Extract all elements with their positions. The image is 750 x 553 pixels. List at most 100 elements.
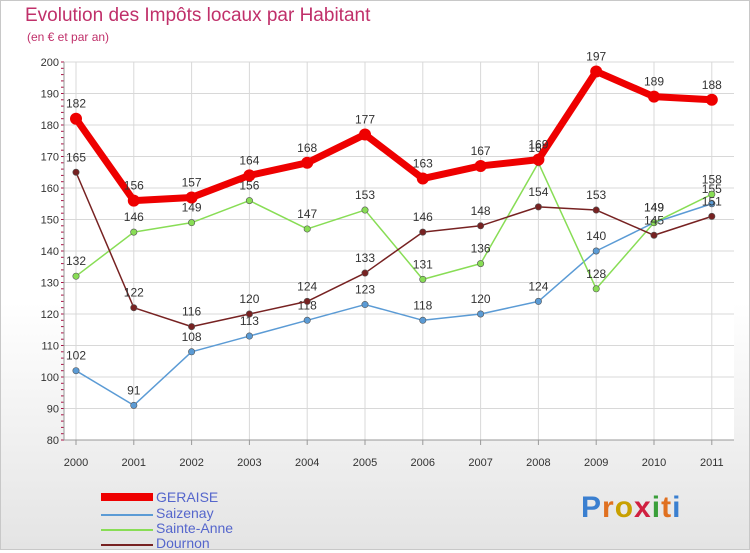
data-point-saizenay bbox=[130, 401, 138, 409]
data-point-sainte-anne bbox=[72, 272, 80, 280]
y-tick-label: 200 bbox=[41, 57, 59, 69]
logo-letter: o bbox=[614, 491, 635, 524]
data-label-saizenay: 91 bbox=[127, 383, 141, 397]
data-point-sainte-anne bbox=[245, 197, 253, 205]
data-label-geraise: 164 bbox=[239, 153, 259, 167]
data-point-dournon bbox=[130, 304, 138, 312]
data-point-dournon bbox=[303, 297, 311, 305]
data-label-sainte-anne: 149 bbox=[182, 201, 202, 215]
y-tick-label: 80 bbox=[47, 435, 59, 447]
data-label-dournon: 165 bbox=[66, 150, 86, 164]
y-tick-label: 190 bbox=[41, 89, 59, 101]
data-point-saizenay bbox=[592, 247, 600, 255]
x-tick-label: 2003 bbox=[237, 457, 261, 469]
data-point-saizenay bbox=[303, 316, 311, 324]
data-point-geraise bbox=[648, 90, 660, 103]
y-tick-label: 170 bbox=[41, 152, 59, 164]
data-label-saizenay: 155 bbox=[702, 182, 722, 196]
data-point-dournon bbox=[534, 203, 542, 211]
x-tick-label: 2009 bbox=[584, 457, 608, 469]
y-tick-label: 100 bbox=[41, 372, 59, 384]
data-label-dournon: 122 bbox=[124, 286, 144, 300]
data-label-saizenay: 113 bbox=[240, 314, 259, 328]
data-label-saizenay: 124 bbox=[528, 279, 548, 293]
chart-subtitle: (en € et par an) bbox=[27, 30, 110, 44]
x-tick-label: 2004 bbox=[295, 457, 319, 469]
y-tick-label: 130 bbox=[41, 278, 59, 290]
data-label-sainte-anne: 146 bbox=[124, 210, 144, 224]
data-label-geraise: 167 bbox=[471, 144, 491, 158]
data-label-dournon: 151 bbox=[702, 194, 722, 208]
x-tick-label: 2008 bbox=[526, 457, 550, 469]
legend-swatch bbox=[101, 529, 153, 531]
data-label-sainte-anne: 158 bbox=[702, 172, 722, 186]
data-label-dournon: 116 bbox=[182, 305, 201, 319]
y-tick-label: 110 bbox=[41, 341, 59, 353]
legend-label: Dournon bbox=[156, 535, 210, 551]
data-label-saizenay: 123 bbox=[355, 283, 375, 297]
data-label-geraise: 189 bbox=[644, 75, 664, 89]
legend-label: Saizenay bbox=[156, 505, 214, 521]
data-point-dournon bbox=[419, 228, 427, 236]
series-line-geraise bbox=[72, 67, 716, 205]
data-label-geraise: 156 bbox=[124, 179, 144, 193]
data-point-dournon bbox=[72, 168, 80, 176]
data-label-dournon: 145 bbox=[644, 213, 664, 227]
data-label-geraise: 188 bbox=[702, 78, 722, 92]
data-point-dournon bbox=[592, 206, 600, 214]
data-point-sainte-anne bbox=[650, 219, 658, 227]
logo-letter: x bbox=[634, 491, 652, 524]
data-point-sainte-anne bbox=[188, 219, 196, 227]
data-label-dournon: 153 bbox=[586, 188, 606, 202]
y-tick-label: 180 bbox=[41, 120, 59, 132]
logo-letter: i bbox=[651, 491, 662, 524]
data-point-dournon bbox=[361, 269, 369, 277]
data-label-sainte-anne: 132 bbox=[66, 254, 86, 268]
data-point-saizenay bbox=[188, 348, 196, 356]
data-point-dournon bbox=[188, 323, 196, 331]
data-point-saizenay bbox=[419, 316, 427, 324]
data-point-saizenay bbox=[245, 332, 253, 340]
data-point-geraise bbox=[127, 194, 140, 207]
data-point-sainte-anne bbox=[361, 206, 369, 214]
data-label-dournon: 154 bbox=[528, 185, 548, 199]
y-tick-label: 150 bbox=[41, 215, 59, 227]
series-line-dournon bbox=[75, 171, 713, 328]
legend-label: Sainte-Anne bbox=[156, 520, 234, 536]
data-point-geraise bbox=[532, 153, 545, 166]
y-tick-label: 90 bbox=[47, 404, 59, 416]
logo-letter: i bbox=[672, 491, 682, 524]
data-point-geraise bbox=[243, 169, 256, 182]
series-line-sainte-anne bbox=[75, 162, 713, 290]
data-label-saizenay: 120 bbox=[471, 292, 491, 306]
x-tick-label: 2006 bbox=[411, 457, 435, 469]
y-tick-label: 120 bbox=[41, 309, 59, 321]
data-label-geraise: 182 bbox=[66, 97, 86, 111]
data-label-saizenay: 149 bbox=[644, 201, 664, 215]
data-point-sainte-anne bbox=[303, 225, 311, 233]
data-point-saizenay bbox=[72, 367, 80, 375]
data-point-geraise bbox=[416, 172, 429, 185]
chart-title: Evolution des Impôts locaux par Habitant bbox=[25, 5, 371, 26]
data-label-dournon: 120 bbox=[239, 292, 259, 306]
data-label-saizenay: 140 bbox=[586, 229, 606, 243]
data-point-geraise bbox=[70, 112, 82, 125]
logo-letter: r bbox=[602, 491, 615, 524]
proxiti-logo: Proxiti bbox=[581, 491, 681, 525]
data-label-sainte-anne: 147 bbox=[297, 207, 317, 221]
x-tick-label: 2011 bbox=[700, 457, 724, 469]
data-point-sainte-anne bbox=[419, 275, 427, 283]
y-tick-label: 160 bbox=[41, 183, 59, 195]
data-label-geraise: 157 bbox=[182, 175, 202, 189]
data-label-sainte-anne: 156 bbox=[239, 179, 259, 193]
data-point-sainte-anne bbox=[130, 228, 138, 236]
logo-letter: P bbox=[581, 491, 603, 524]
x-tick-label: 2010 bbox=[642, 457, 666, 469]
data-point-saizenay bbox=[477, 310, 485, 318]
data-label-geraise: 197 bbox=[586, 49, 606, 63]
data-label-dournon: 124 bbox=[297, 279, 317, 293]
x-tick-label: 2007 bbox=[468, 457, 492, 469]
data-point-geraise bbox=[590, 65, 603, 78]
data-label-sainte-anne: 131 bbox=[413, 257, 433, 271]
